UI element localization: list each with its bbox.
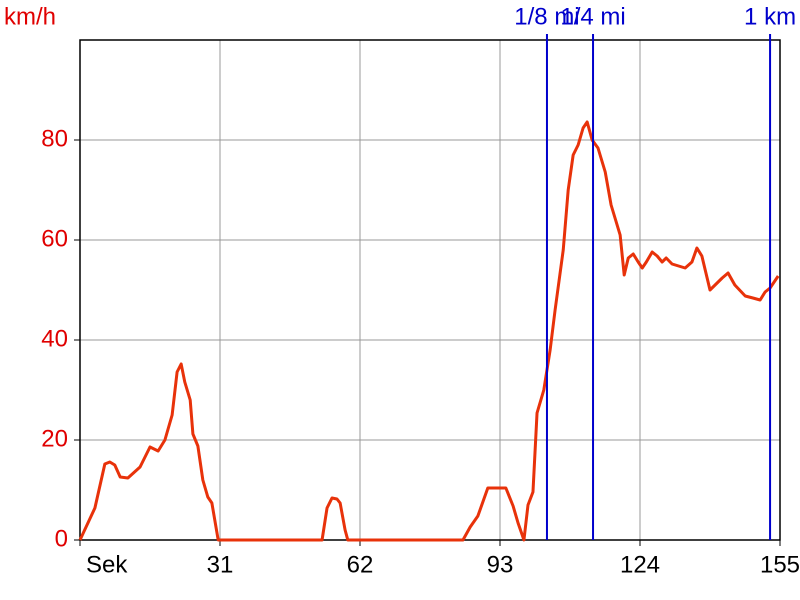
marker-label: 1/4 mi bbox=[560, 3, 625, 30]
y-tick-label: 80 bbox=[41, 125, 68, 152]
x-tick-label: Sek bbox=[86, 551, 128, 578]
y-tick-label: 0 bbox=[55, 525, 68, 552]
x-tick-label: 62 bbox=[347, 551, 374, 578]
y-axis-label: km/h bbox=[4, 3, 56, 30]
labels: km/h 0 20 40 60 80 Sek 31 62 93 124 155 1/8 mi1/4 m… bbox=[4, 3, 800, 578]
plot bbox=[78, 34, 780, 542]
y-tick-label: 40 bbox=[41, 325, 68, 352]
x-tick-label: 155 bbox=[760, 551, 800, 578]
x-tick-label: 93 bbox=[487, 551, 514, 578]
x-tick-label: 124 bbox=[620, 551, 660, 578]
x-tick-label: 31 bbox=[207, 551, 234, 578]
y-tick-label: 20 bbox=[41, 425, 68, 452]
speed-line bbox=[78, 120, 780, 542]
y-tick-label: 60 bbox=[41, 225, 68, 252]
marker-label: 1/8 mi bbox=[514, 3, 579, 30]
marker-label: 1 km bbox=[744, 3, 796, 30]
